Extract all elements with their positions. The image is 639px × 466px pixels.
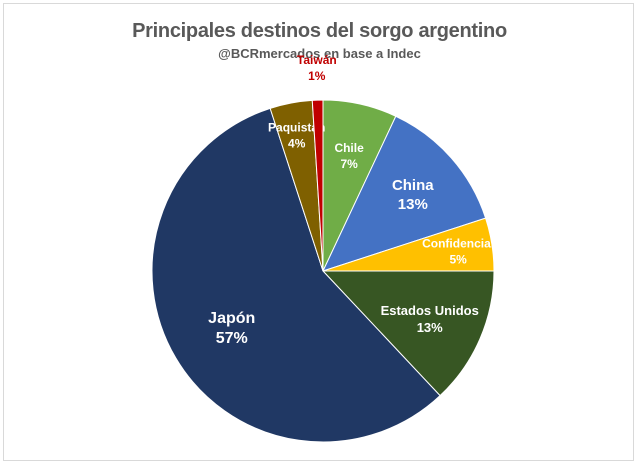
slice-label-paquistan: Paquistán bbox=[268, 120, 325, 134]
slice-label-chile: Chile bbox=[334, 141, 364, 155]
slice-label-taiwan: Taiwán bbox=[297, 53, 337, 67]
pie-slice-estados-unidos bbox=[321, 270, 495, 397]
slice-label-estados-unidos: Estados Unidos bbox=[381, 303, 479, 318]
slice-value-taiwan: 1% bbox=[308, 69, 326, 83]
slice-value-estados-unidos: 13% bbox=[417, 320, 443, 335]
pie-slice-china bbox=[322, 115, 487, 272]
slice-label-confidencial: Confidencial bbox=[422, 237, 494, 251]
pie-slice-taiwan bbox=[311, 99, 324, 272]
pie-slice-japon bbox=[151, 107, 441, 443]
slice-label-japon: Japón bbox=[208, 310, 255, 327]
chart-subtitle: @BCRmercados en base a Indec bbox=[218, 46, 421, 61]
slice-label-china: China bbox=[392, 177, 434, 194]
slice-value-china: 13% bbox=[398, 196, 428, 213]
chart-title: Principales destinos del sorgo argentino bbox=[132, 20, 507, 42]
slice-value-paquistan: 4% bbox=[288, 136, 306, 150]
slice-value-confidencial: 5% bbox=[449, 253, 467, 267]
slice-value-japon: 57% bbox=[216, 330, 248, 347]
slice-value-chile: 7% bbox=[340, 157, 358, 171]
